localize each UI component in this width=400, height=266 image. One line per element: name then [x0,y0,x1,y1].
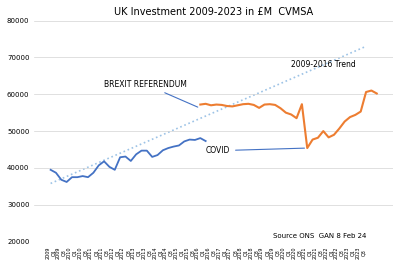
Text: BREXIT REFERENDUM: BREXIT REFERENDUM [104,80,198,107]
Text: Source ONS  GAN 8 Feb 24: Source ONS GAN 8 Feb 24 [273,233,366,239]
Text: COVID: COVID [206,146,304,155]
Title: UK Investment 2009-2023 in £M  CVMSA: UK Investment 2009-2023 in £M CVMSA [114,7,313,17]
Text: 2009-2016 Trend: 2009-2016 Trend [291,60,356,69]
